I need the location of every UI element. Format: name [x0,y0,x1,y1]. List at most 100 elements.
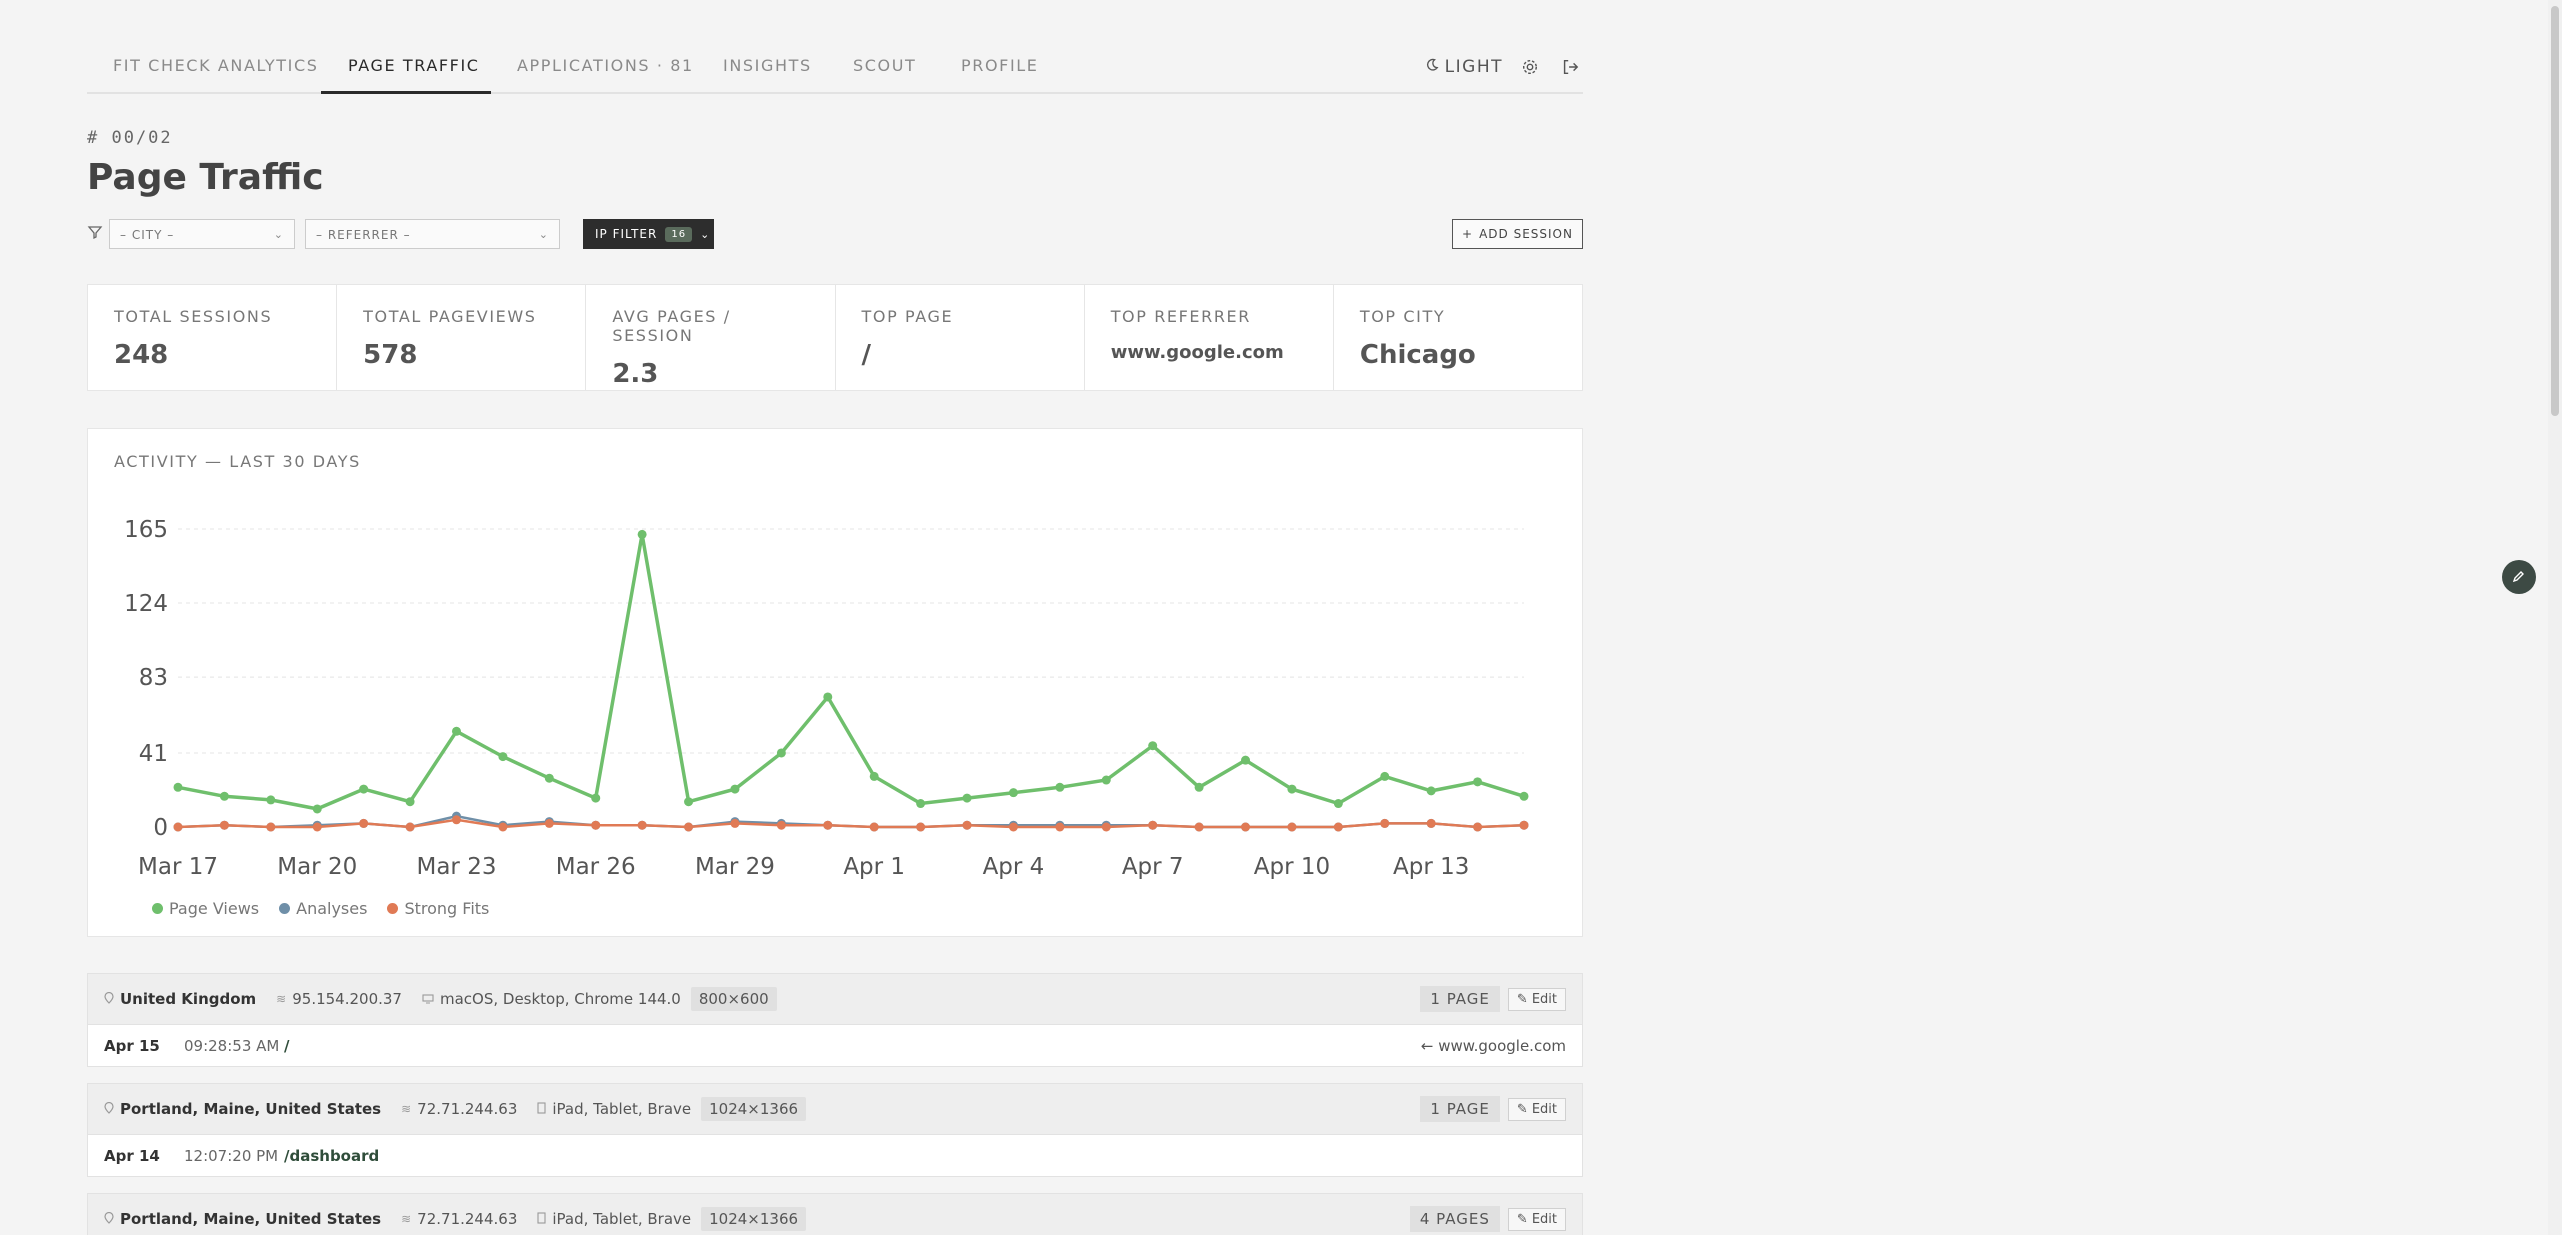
legend-item-strong-fits[interactable]: Strong Fits [387,899,489,918]
session-device-group: macOS, Desktop, Chrome 144.0 [422,990,681,1008]
add-session-button[interactable]: + ADD SESSION [1452,219,1583,249]
data-point [1148,741,1158,751]
tab-scout[interactable]: SCOUT [853,56,917,75]
data-point [869,771,879,781]
data-point [591,793,601,803]
data-point [359,818,369,828]
data-point [312,804,322,814]
settings-gear-icon[interactable] [1517,54,1543,80]
chart-legend: Page Views Analyses Strong Fits [152,899,489,918]
stat-label: TOP PAGE [861,307,954,326]
legend-label: Strong Fits [404,899,490,918]
theme-toggle[interactable]: LIGHT [1425,57,1503,77]
data-point [544,818,554,828]
visit-time: 12:07:20 PM [184,1146,279,1165]
data-point [1008,822,1018,832]
edit-icon: ✎ [1516,991,1528,1007]
ip-filter-button[interactable]: IP FILTER 16 ⌄ [583,219,714,249]
stat-avg-pages: AVG PAGES / SESSION 2.3 [586,285,836,390]
activity-chart: 0 41 83 124 165 Mar 17 Mar 20 Mar 23 Mar 26 Mar 2… [124,517,1529,880]
edit-session-button[interactable]: ✎ Edit [1507,987,1566,1011]
data-point [962,820,972,830]
session-resolution: 1024×1366 [701,1097,807,1121]
stat-value: www.google.com [1110,342,1284,363]
moon-icon [1425,57,1439,77]
session-visit-row[interactable]: Apr 14 12:07:20 PM /dashboard [87,1135,1583,1177]
monitor-icon [422,990,434,1008]
x-tick-label: Mar 17 [138,854,218,880]
data-point [219,791,229,801]
x-tick-label: Mar 29 [695,854,775,880]
y-tick-label: 83 [139,665,168,691]
wifi-icon: ≋ [401,1102,412,1116]
session-actions: 1 PAGE ✎ Edit [1420,986,1566,1012]
y-tick-label: 165 [124,517,168,543]
floating-edit-button[interactable] [2502,560,2536,594]
y-tick-label: 0 [153,815,168,841]
data-point [591,820,601,830]
data-point [637,529,647,539]
wifi-icon: ≋ [401,1212,412,1226]
stat-value: Chicago [1359,340,1476,370]
stat-value: 578 [363,340,418,370]
location-pin-icon [104,1100,114,1118]
session-device-group: iPad, Tablet, Brave [537,1210,691,1228]
session-resolution: 1024×1366 [701,1207,807,1231]
data-point [544,773,554,783]
stat-label: TOP CITY [1359,307,1446,326]
ip-filter-label: IP FILTER [595,227,658,241]
tab-profile[interactable]: PROFILE [961,56,1039,75]
tablet-icon [537,1100,546,1118]
session-location: United Kingdom [120,990,257,1008]
stat-value: 248 [114,340,169,370]
data-point [451,726,461,736]
referrer-select[interactable]: – REFERRER – ⌄ [305,219,560,249]
tab-applications[interactable]: APPLICATIONS · 81 [517,56,694,75]
city-select-value: – CITY – [120,228,175,242]
session-header[interactable]: Portland, Maine, United States ≋ 72.71.2… [87,1083,1583,1135]
session-resolution: 800×600 [690,987,777,1011]
visit-date: Apr 14 [104,1146,160,1165]
legend-item-analyses[interactable]: Analyses [279,899,367,918]
data-point [1380,771,1390,781]
data-point [1426,818,1436,828]
tablet-icon [537,1210,546,1228]
city-select[interactable]: – CITY – ⌄ [109,219,295,249]
edit-session-button[interactable]: ✎ Edit [1507,1097,1566,1121]
stat-label: TOTAL PAGEVIEWS [363,307,537,326]
ip-filter-count-badge: 16 [665,226,693,242]
tab-fit-check-analytics[interactable]: FIT CHECK ANALYTICS [113,56,319,75]
x-tick-label: Apr 4 [983,854,1045,880]
legend-item-page-views[interactable]: Page Views [152,899,259,918]
tab-insights[interactable]: INSIGHTS [723,56,812,75]
y-tick-label: 41 [139,741,168,767]
data-point [173,782,183,792]
data-point [266,795,276,805]
visit-referrer: ← www.google.com [1420,1037,1566,1055]
edit-icon: ✎ [1516,1101,1528,1117]
filter-funnel-icon [87,224,103,244]
data-point [1194,782,1204,792]
logout-icon[interactable] [1557,54,1583,80]
data-point [962,793,972,803]
session-device-group: iPad, Tablet, Brave [537,1100,691,1118]
edit-session-button[interactable]: ✎ Edit [1507,1207,1566,1231]
data-point [1519,820,1529,830]
stat-total-sessions: TOTAL SESSIONS 248 [88,285,338,390]
scrollbar-thumb[interactable] [2551,6,2559,416]
data-point [405,797,415,807]
stat-top-page: TOP PAGE / [836,285,1085,390]
edit-label: Edit [1531,1101,1557,1117]
data-point [916,822,926,832]
legend-label: Analyses [296,899,368,918]
data-point [1241,755,1251,765]
session-header[interactable]: United Kingdom ≋ 95.154.200.37 macOS, De… [87,973,1583,1025]
session-visit-row[interactable]: Apr 15 09:28:53 AM / ← www.google.com [87,1025,1583,1067]
visit-path: /dashboard [284,1146,380,1165]
data-point [684,797,694,807]
legend-dot [387,903,399,914]
tab-page-traffic[interactable]: PAGE TRAFFIC [348,56,480,75]
data-point [1287,784,1297,794]
page-scrollbar[interactable] [2548,0,2562,1235]
session-header[interactable]: Portland, Maine, United States ≋ 72.71.2… [87,1193,1583,1235]
